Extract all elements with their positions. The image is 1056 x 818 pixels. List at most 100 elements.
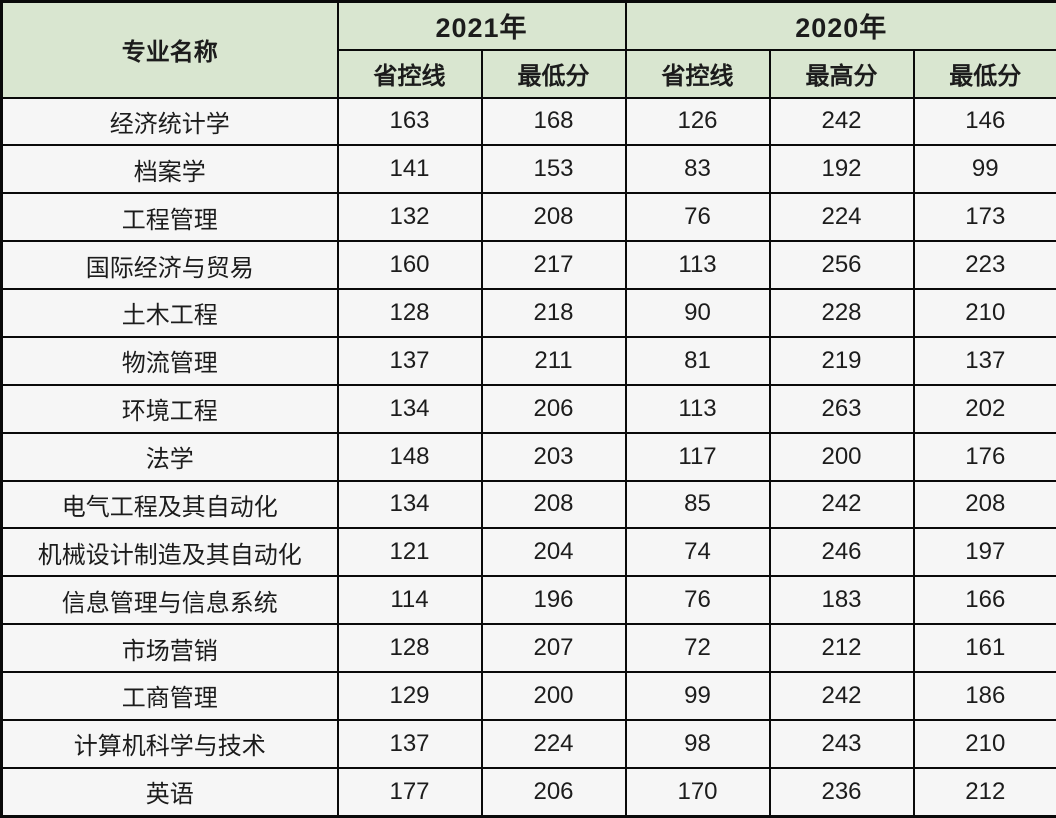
- score-cell: 246: [768, 527, 915, 578]
- score-cell: 129: [336, 671, 483, 721]
- score-cell: 114: [336, 575, 483, 626]
- header-row-years: 专业名称 2021年 2020年: [0, 0, 1056, 99]
- score-cell: 197: [912, 527, 1056, 578]
- score-cell: 256: [768, 240, 915, 290]
- table-row: 国际经济与贸易 160 217 113 256 223: [0, 240, 1056, 290]
- score-cell: 183: [768, 575, 915, 626]
- score-cell: 113: [624, 240, 771, 290]
- score-cell: 206: [480, 383, 627, 434]
- table-row: 环境工程 134 206 113 263 202: [0, 383, 1056, 434]
- header-row-subcolumns: 省控线 最低分 省控线 最高分 最低分: [2, 48, 1056, 99]
- score-cell: 196: [480, 575, 627, 626]
- score-cell: 177: [336, 766, 483, 818]
- score-cell: 166: [912, 575, 1056, 626]
- table-row: 电气工程及其自动化 134 208 85 242 208: [0, 479, 1056, 530]
- table-row: 信息管理与信息系统 114 196 76 183 166: [0, 575, 1056, 626]
- score-cell: 148: [336, 431, 483, 482]
- table-row: 机械设计制造及其自动化 121 204 74 246 197: [0, 527, 1056, 578]
- score-cell: 223: [912, 240, 1056, 290]
- major-name-cell: 档案学: [0, 144, 339, 195]
- score-cell: 81: [624, 335, 771, 386]
- score-cell: 128: [336, 623, 483, 673]
- score-cell: 204: [480, 527, 627, 578]
- score-cell: 85: [624, 479, 771, 530]
- score-cell: 200: [768, 431, 915, 482]
- score-cell: 160: [336, 240, 483, 290]
- score-cell: 243: [768, 718, 915, 769]
- table-row: 物流管理 137 211 81 219 137: [0, 335, 1056, 386]
- score-cell: 200: [480, 671, 627, 721]
- score-cell: 99: [912, 144, 1056, 195]
- major-name-cell: 信息管理与信息系统: [0, 575, 339, 626]
- score-cell: 137: [912, 335, 1056, 386]
- score-cell: 212: [912, 766, 1056, 818]
- score-cell: 208: [480, 479, 627, 530]
- score-cell: 132: [336, 192, 483, 243]
- score-cell: 153: [480, 144, 627, 195]
- major-name-cell: 工程管理: [0, 192, 339, 243]
- score-cell: 168: [480, 96, 627, 147]
- score-cell: 186: [912, 671, 1056, 721]
- score-cell: 242: [768, 96, 915, 147]
- score-cell: 161: [912, 623, 1056, 673]
- score-cell: 163: [336, 96, 483, 147]
- major-name-cell: 机械设计制造及其自动化: [0, 527, 339, 578]
- score-cell: 192: [768, 144, 915, 195]
- score-cell: 203: [480, 431, 627, 482]
- column-header-2020-min-score: 最低分: [912, 48, 1056, 99]
- major-name-cell: 电气工程及其自动化: [0, 479, 339, 530]
- score-cell: 170: [624, 766, 771, 818]
- column-header-2020-max-score: 最高分: [768, 48, 915, 99]
- score-cell: 176: [912, 431, 1056, 482]
- score-cell: 224: [768, 192, 915, 243]
- score-cell: 83: [624, 144, 771, 195]
- major-name-cell: 环境工程: [0, 383, 339, 434]
- major-name-cell: 物流管理: [0, 335, 339, 386]
- score-cell: 224: [480, 718, 627, 769]
- score-cell: 128: [336, 288, 483, 338]
- table-row: 工商管理 129 200 99 242 186: [0, 671, 1056, 721]
- score-cell: 202: [912, 383, 1056, 434]
- score-cell: 219: [768, 335, 915, 386]
- score-cell: 212: [768, 623, 915, 673]
- score-cell: 117: [624, 431, 771, 482]
- score-cell: 206: [480, 766, 627, 818]
- table-row: 档案学 141 153 83 192 99: [0, 144, 1056, 195]
- major-name-cell: 英语: [0, 766, 339, 818]
- column-group-2020: 2020年: [624, 0, 1056, 51]
- score-cell: 242: [768, 479, 915, 530]
- major-name-cell: 法学: [0, 431, 339, 482]
- table-row: 工程管理 132 208 76 224 173: [0, 192, 1056, 243]
- column-header-2020-province-line: 省控线: [624, 48, 771, 99]
- column-header-2021-min-score: 最低分: [480, 48, 627, 99]
- score-cell: 228: [768, 288, 915, 338]
- score-cell: 134: [336, 383, 483, 434]
- major-name-cell: 土木工程: [0, 288, 339, 338]
- score-cell: 137: [336, 718, 483, 769]
- column-header-2021-province-line: 省控线: [336, 48, 483, 99]
- column-header-major: 专业名称: [0, 0, 339, 99]
- table-row: 经济统计学 163 168 126 242 146: [0, 96, 1056, 147]
- score-cell: 134: [336, 479, 483, 530]
- score-cell: 90: [624, 288, 771, 338]
- score-cell: 113: [624, 383, 771, 434]
- major-name-cell: 工商管理: [0, 671, 339, 721]
- score-cell: 208: [912, 479, 1056, 530]
- score-cell: 76: [624, 192, 771, 243]
- score-cell: 98: [624, 718, 771, 769]
- score-cell: 121: [336, 527, 483, 578]
- major-name-cell: 市场营销: [0, 623, 339, 673]
- score-cell: 217: [480, 240, 627, 290]
- table-body: 经济统计学 163 168 126 242 146 档案学 141 153 83 192 99 工程管理…: [0, 96, 1056, 818]
- score-cell: 207: [480, 623, 627, 673]
- score-cell: 210: [912, 288, 1056, 338]
- score-cell: 210: [912, 718, 1056, 769]
- score-cell: 74: [624, 527, 771, 578]
- score-cell: 141: [336, 144, 483, 195]
- score-cell: 99: [624, 671, 771, 721]
- score-cell: 146: [912, 96, 1056, 147]
- column-group-2021: 2021年: [336, 0, 627, 51]
- score-cell: 211: [480, 335, 627, 386]
- score-cell: 208: [480, 192, 627, 243]
